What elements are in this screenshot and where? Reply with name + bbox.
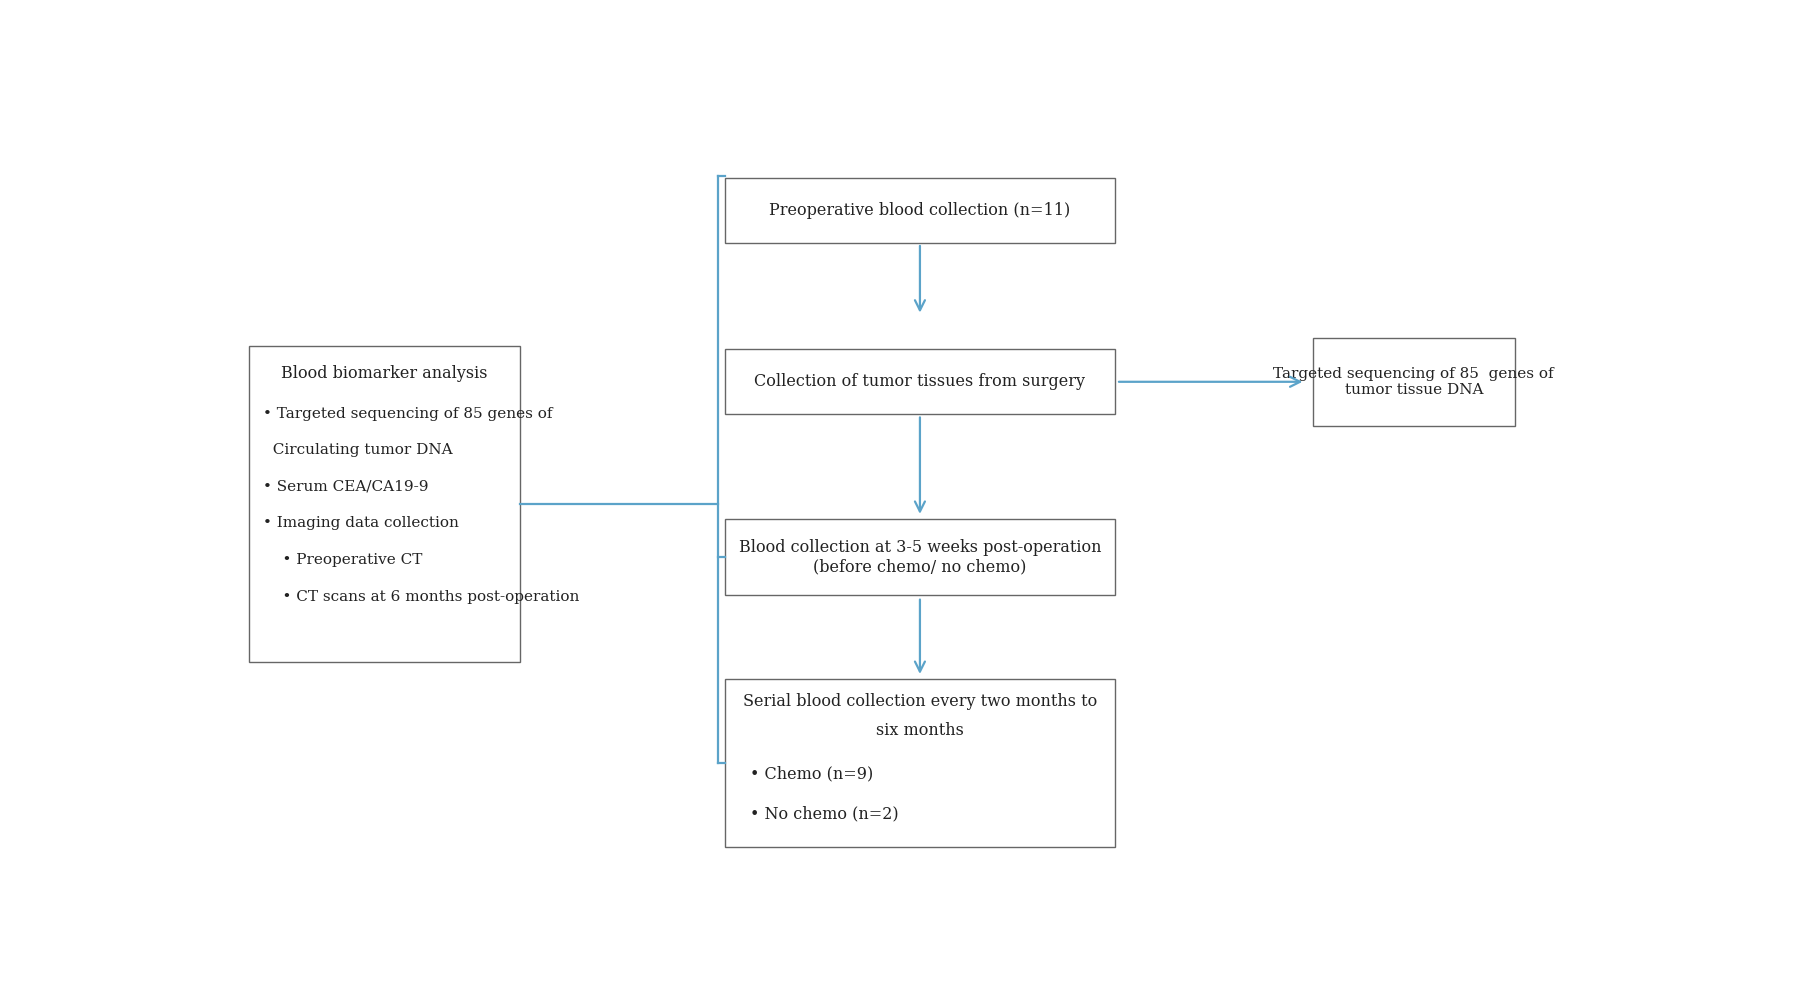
Text: • Imaging data collection: • Imaging data collection bbox=[262, 517, 458, 531]
Text: • Targeted sequencing of 85 genes of: • Targeted sequencing of 85 genes of bbox=[262, 407, 553, 421]
Text: Blood biomarker analysis: Blood biomarker analysis bbox=[282, 364, 488, 381]
FancyBboxPatch shape bbox=[1312, 338, 1515, 426]
Text: Collection of tumor tissues from surgery: Collection of tumor tissues from surgery bbox=[754, 373, 1086, 390]
Text: six months: six months bbox=[876, 722, 964, 739]
FancyBboxPatch shape bbox=[725, 679, 1115, 846]
Text: • CT scans at 6 months post-operation: • CT scans at 6 months post-operation bbox=[262, 589, 580, 604]
Text: Blood collection at 3-5 weeks post-operation
(before chemo/ no chemo): Blood collection at 3-5 weeks post-opera… bbox=[740, 539, 1100, 575]
Text: • No chemo (n=2): • No chemo (n=2) bbox=[750, 806, 899, 823]
Text: Preoperative blood collection (n=11): Preoperative blood collection (n=11) bbox=[770, 202, 1070, 219]
FancyBboxPatch shape bbox=[725, 349, 1115, 414]
Text: Targeted sequencing of 85  genes of
tumor tissue DNA: Targeted sequencing of 85 genes of tumor… bbox=[1273, 366, 1554, 397]
FancyBboxPatch shape bbox=[250, 346, 521, 662]
Text: • Preoperative CT: • Preoperative CT bbox=[262, 553, 422, 567]
Text: • Serum CEA/CA19-9: • Serum CEA/CA19-9 bbox=[262, 480, 429, 494]
Text: Circulating tumor DNA: Circulating tumor DNA bbox=[262, 444, 452, 457]
Text: • Chemo (n=9): • Chemo (n=9) bbox=[750, 765, 874, 782]
Text: Serial blood collection every two months to: Serial blood collection every two months… bbox=[743, 693, 1097, 710]
FancyBboxPatch shape bbox=[725, 178, 1115, 243]
FancyBboxPatch shape bbox=[725, 519, 1115, 595]
